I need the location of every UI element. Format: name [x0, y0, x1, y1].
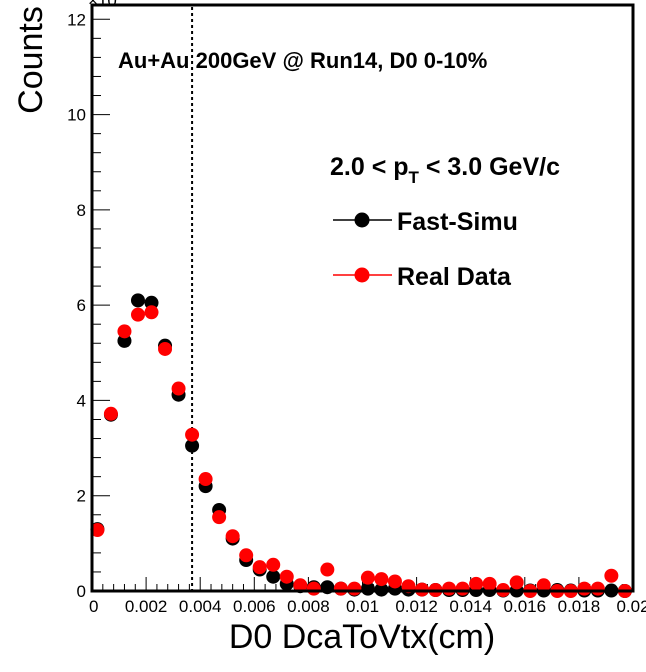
data-point-real-data: [387, 574, 402, 589]
data-point-real-data: [320, 562, 335, 577]
x-tick-label: 0.002: [125, 597, 168, 616]
plot-frame: [90, 3, 635, 593]
data-point-real-data: [225, 529, 240, 544]
data-point-real-data: [577, 581, 592, 596]
y-tick-label: 4: [77, 391, 86, 410]
data-point-real-data: [482, 576, 497, 591]
data-point-real-data: [130, 307, 145, 322]
data-point-real-data: [536, 578, 551, 593]
x-tick-label: 0.008: [287, 597, 330, 616]
legend-label-real-data: Real Data: [397, 263, 512, 291]
data-point-real-data: [442, 581, 457, 596]
x-tick-label: 0: [89, 597, 98, 616]
data-point-real-data: [347, 581, 362, 596]
legend-marker-fast-simu: [354, 212, 370, 228]
x-tick-label: 0.018: [558, 597, 601, 616]
pt-range-suffix: < 3.0 GeV/c: [419, 153, 560, 181]
y-tick-label: 10: [67, 106, 86, 125]
data-point-fast-simu: [185, 438, 200, 453]
data-point-real-data: [117, 324, 132, 339]
data-point-real-data: [306, 581, 321, 596]
data-point-real-data: [185, 427, 200, 442]
y-exponent-label: ×10: [88, 0, 117, 10]
data-point-real-data: [144, 305, 159, 320]
data-point-real-data: [252, 560, 267, 575]
y-tick-label: 12: [67, 10, 86, 29]
y-tick-label: 8: [77, 201, 86, 220]
data-point-real-data: [103, 406, 118, 421]
legend: Fast-Simu Real Data: [333, 208, 518, 291]
data-series-layer: [90, 293, 632, 598]
chart-title: Au+Au 200GeV @ Run14, D0 0-10%: [118, 48, 487, 73]
axis-ticks: [91, 18, 634, 592]
data-point-real-data: [198, 472, 213, 487]
data-point-fast-simu: [266, 569, 281, 584]
data-point-real-data: [509, 575, 524, 590]
data-point-real-data: [171, 381, 186, 396]
pt-range-subscript: T: [409, 168, 420, 187]
data-point-real-data: [604, 568, 619, 583]
data-point-real-data: [590, 581, 605, 596]
pt-range-label: 2.0 < pT < 3.0 GeV/c: [330, 153, 560, 187]
data-point-real-data: [469, 576, 484, 591]
data-point-real-data: [333, 581, 348, 596]
x-tick-label: 0.014: [449, 597, 492, 616]
x-tick-label: 0.01: [346, 597, 379, 616]
x-tick-label: 0.02: [616, 597, 646, 616]
pt-range-prefix: 2.0 < p: [330, 153, 409, 181]
tick-labels-layer: 0 0.002 0.004 0.006 0.008 0.01 0.012 0.014 0.016…: [67, 10, 646, 616]
data-point-real-data: [279, 569, 294, 584]
x-tick-label: 0.004: [179, 597, 222, 616]
x-tick-label: 0.006: [233, 597, 276, 616]
data-point-real-data: [266, 557, 281, 572]
data-point-real-data: [212, 510, 227, 525]
data-point-real-data: [90, 523, 105, 538]
x-axis-title: D0 DcaToVtx(cm): [229, 618, 495, 656]
legend-label-fast-simu: Fast-Simu: [397, 208, 518, 236]
data-point-real-data: [158, 341, 173, 356]
data-point-real-data: [360, 570, 375, 585]
x-tick-label: 0.012: [395, 597, 438, 616]
data-point-real-data: [374, 572, 389, 587]
data-point-real-data: [455, 581, 470, 596]
x-tick-label: 0.016: [504, 597, 547, 616]
data-point-real-data: [293, 578, 308, 593]
data-point-fast-simu: [130, 293, 145, 308]
y-tick-label: 2: [77, 487, 86, 506]
y-axis-title: Counts: [12, 6, 50, 114]
y-tick-label: 6: [77, 296, 86, 315]
y-tick-label: 0: [77, 582, 86, 601]
data-point-real-data: [239, 548, 254, 563]
legend-marker-real-data: [354, 267, 370, 283]
